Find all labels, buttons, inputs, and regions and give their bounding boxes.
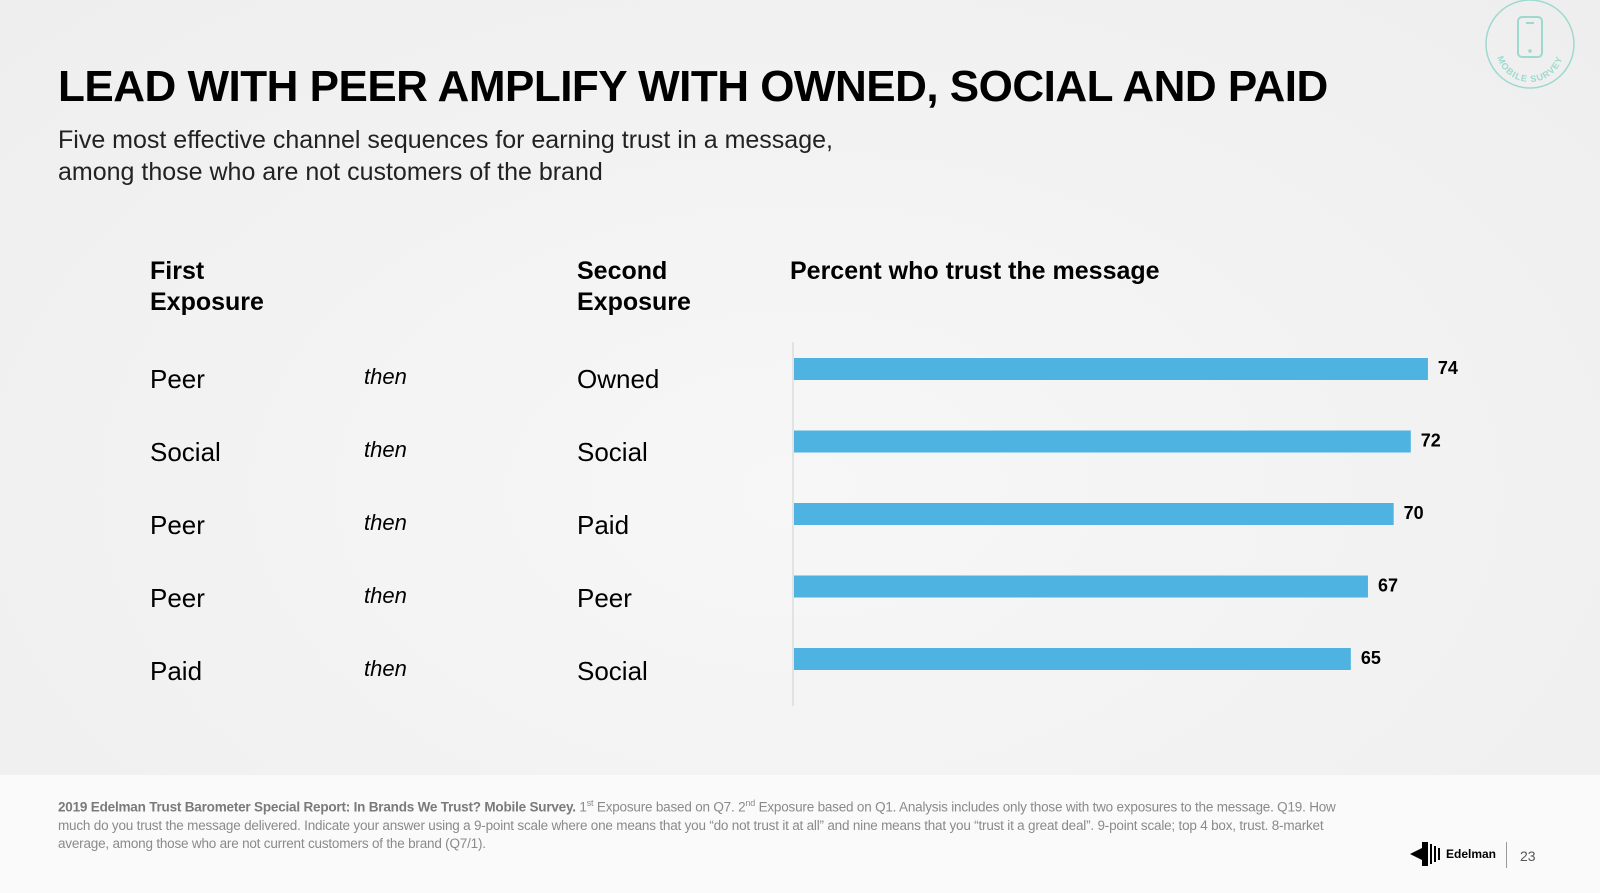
then-label: then [364, 364, 407, 389]
page-title: LEAD WITH PEER AMPLIFY WITH OWNED, SOCIA… [58, 62, 1328, 111]
header-line: Second [577, 257, 668, 285]
first-exposure-header: First Exposure [150, 256, 264, 318]
footer-divider [1506, 842, 1507, 868]
bar-value-label: 67 [1378, 576, 1398, 596]
bar-2 [794, 430, 1411, 453]
header-line: Exposure [577, 288, 691, 316]
first-exposure-label: Peer [150, 510, 205, 540]
bar-1 [794, 358, 1428, 380]
page-subtitle: Five most effective channel sequences fo… [58, 124, 958, 188]
trust-bar-chart: 74 72 70 67 65 [792, 342, 1458, 706]
superscript: st [586, 798, 594, 808]
then-label: then [364, 583, 407, 608]
second-exposure-label: Social [577, 437, 648, 467]
bar-value-label: 72 [1421, 431, 1441, 451]
header-line: Exposure [150, 288, 264, 316]
mobile-survey-badge: MOBILE SURVEY [1485, 0, 1575, 89]
badge-circle [1485, 0, 1575, 89]
bar-4 [794, 575, 1368, 598]
second-exposure-label: Social [577, 656, 648, 686]
bar-value-label: 65 [1361, 648, 1381, 668]
second-exposure-label: Paid [577, 510, 630, 540]
page-number: 23 [1520, 848, 1536, 864]
edelman-logo-icon [1410, 842, 1440, 866]
source-text: Exposure based on Q7. 2 [593, 799, 746, 815]
first-exposure-label: Social [150, 437, 221, 467]
source-note: 2019 Edelman Trust Barometer Special Rep… [58, 794, 1358, 853]
bar-3 [794, 503, 1394, 525]
header-line: First [150, 257, 205, 285]
bar-5 [794, 648, 1351, 670]
footer [0, 775, 1600, 893]
chart-header: Percent who trust the message [790, 257, 1160, 285]
first-exposure-label: Peer [150, 583, 205, 613]
second-exposure-label: Peer [577, 583, 632, 613]
source-title: 2019 Edelman Trust Barometer Special Rep… [58, 799, 576, 815]
then-label: then [364, 510, 407, 535]
subtitle-line: among those who are not customers of the… [58, 158, 603, 186]
bar-value-label: 70 [1404, 503, 1424, 523]
badge-text: MOBILE SURVEY [1495, 54, 1564, 84]
source-text: Exposure based on Q1. Analysis includes … [58, 799, 1336, 851]
second-exposure-header: Second Exposure [577, 256, 691, 318]
then-label: then [364, 656, 407, 681]
then-label: then [364, 437, 407, 462]
first-exposure-label: Peer [150, 364, 205, 394]
bar-value-label: 74 [1438, 358, 1458, 378]
subtitle-line: Five most effective channel sequences fo… [58, 126, 833, 154]
logo-text: Edelman [1446, 847, 1497, 861]
superscript: nd [745, 798, 756, 808]
mobile-phone-icon [1517, 16, 1543, 58]
source-lead: 1 [579, 799, 587, 815]
second-exposure-label: Owned [577, 364, 660, 394]
first-exposure-label: Paid [150, 656, 203, 686]
